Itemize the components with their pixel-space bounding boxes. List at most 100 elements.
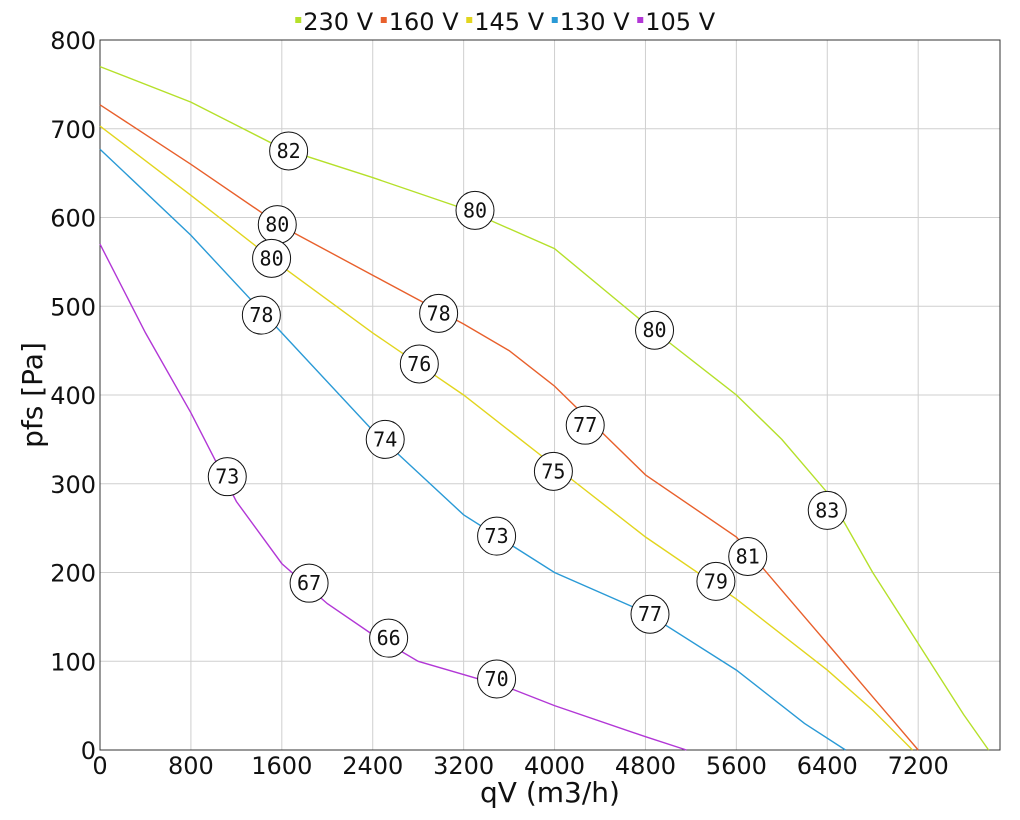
- series-line: [99, 104, 919, 751]
- callout-label: 78: [249, 303, 273, 327]
- callout-label: 80: [642, 318, 666, 342]
- x-tick-label: 3200: [433, 752, 494, 780]
- legend-swatch: [637, 17, 644, 23]
- callout-circle: [289, 563, 329, 603]
- x-tick-label: 6400: [797, 752, 858, 780]
- x-tick-label: 800: [168, 752, 214, 780]
- legend-label: 230 V: [303, 8, 373, 36]
- callout-label: 80: [260, 246, 284, 270]
- y-tick-label: 300: [50, 471, 96, 499]
- x-tick-label: 5600: [706, 752, 767, 780]
- legend-swatch: [380, 17, 387, 23]
- callout-label: 76: [407, 352, 431, 376]
- efficiency-callout: 76: [399, 344, 439, 384]
- callout-circle: [728, 537, 768, 577]
- x-axis-title: qV (m3/h): [480, 776, 620, 809]
- callout-label: 66: [377, 626, 401, 650]
- callout-label: 80: [265, 213, 289, 237]
- efficiency-callout: 80: [635, 310, 675, 350]
- legend-item: 130 V: [551, 8, 630, 36]
- callout-circle: [635, 310, 675, 350]
- legend-label: 160 V: [389, 8, 459, 36]
- efficiency-callout: 77: [630, 594, 670, 634]
- callout-circle: [455, 190, 495, 230]
- efficiency-callout: 77: [565, 405, 605, 445]
- callout-circle: [565, 405, 605, 445]
- efficiency-callout: 73: [207, 457, 247, 497]
- callout-label: 75: [541, 459, 565, 483]
- callout-circle: [369, 618, 409, 658]
- legend-label: 130 V: [560, 8, 630, 36]
- efficiency-callout: 81: [728, 537, 768, 577]
- x-tick-label: 4000: [524, 752, 585, 780]
- callout-circle: [477, 659, 517, 699]
- y-tick-label: 600: [50, 205, 96, 233]
- legend-label: 105 V: [645, 8, 715, 36]
- callout-label: 73: [485, 524, 509, 548]
- efficiency-callouts: 82 80 80 83 80 78 77 81 80 76 75 79 78 74 73 77 73 67 66 70: [207, 131, 847, 699]
- x-axis-ticks: 0 800 1600 2400 3200 4000 4800 5600 6400 7200: [92, 752, 948, 780]
- series-line: [99, 65, 990, 751]
- callout-circle: [419, 293, 459, 333]
- callout-label: 83: [815, 498, 839, 522]
- callout-circle: [241, 295, 281, 335]
- callout-label: 82: [277, 139, 301, 163]
- efficiency-callout: 78: [419, 293, 459, 333]
- callout-label: 80: [463, 198, 487, 222]
- efficiency-callout: 82: [269, 131, 309, 171]
- efficiency-callout: 66: [369, 618, 409, 658]
- callout-label: 67: [297, 571, 321, 595]
- callout-circle: [477, 516, 517, 556]
- efficiency-callout: 83: [807, 490, 847, 530]
- legend-item: 230 V: [295, 8, 374, 36]
- x-tick-label: 0: [92, 752, 107, 780]
- legend: 230 V 160 V 145 V 130 V 105 V: [295, 8, 716, 36]
- y-axis-title: pfs [Pa]: [16, 342, 49, 448]
- callout-circle: [252, 238, 292, 278]
- x-tick-label: 7200: [888, 752, 949, 780]
- callout-label: 77: [638, 602, 662, 626]
- legend-item: 145 V: [466, 8, 545, 36]
- efficiency-callout: 70: [477, 659, 517, 699]
- callout-label: 79: [704, 569, 728, 593]
- y-tick-label: 0: [81, 737, 96, 765]
- callout-circle: [207, 457, 247, 497]
- x-tick-label: 1600: [251, 752, 312, 780]
- callout-label: 70: [485, 667, 509, 691]
- efficiency-callout: 79: [696, 561, 736, 601]
- y-axis-ticks: 0 100 200 300 400 500 600 700 800: [50, 27, 96, 765]
- legend-item: 105 V: [637, 8, 716, 36]
- legend-swatch: [466, 17, 473, 23]
- callout-circle: [630, 594, 670, 634]
- legend-item: 160 V: [380, 8, 459, 36]
- callout-label: 73: [215, 465, 239, 489]
- efficiency-callout: 78: [241, 295, 281, 335]
- callout-label: 77: [573, 413, 597, 437]
- callout-circle: [399, 344, 439, 384]
- x-tick-label: 4800: [615, 752, 676, 780]
- y-tick-label: 800: [50, 27, 96, 55]
- grid: [99, 39, 1000, 751]
- callout-circle: [269, 131, 309, 171]
- series-line: [99, 148, 846, 751]
- legend-swatch: [295, 17, 302, 23]
- efficiency-callout: 67: [289, 563, 329, 603]
- series-line: [99, 125, 913, 751]
- callout-label: 74: [373, 427, 397, 451]
- callout-circle: [533, 451, 573, 491]
- y-tick-label: 100: [50, 648, 96, 676]
- callout-label: 78: [427, 301, 451, 325]
- x-tick-label: 2400: [342, 752, 403, 780]
- callout-circle: [807, 490, 847, 530]
- efficiency-callout: 74: [365, 419, 405, 459]
- efficiency-callout: 73: [477, 516, 517, 556]
- efficiency-callout: 80: [257, 205, 297, 245]
- efficiency-callout: 75: [533, 451, 573, 491]
- callout-circle: [365, 419, 405, 459]
- efficiency-callout: 80: [252, 238, 292, 278]
- legend-label: 145 V: [474, 8, 544, 36]
- plot-area-frame: [99, 39, 1001, 751]
- y-tick-label: 700: [50, 116, 96, 144]
- series-line: [99, 243, 687, 751]
